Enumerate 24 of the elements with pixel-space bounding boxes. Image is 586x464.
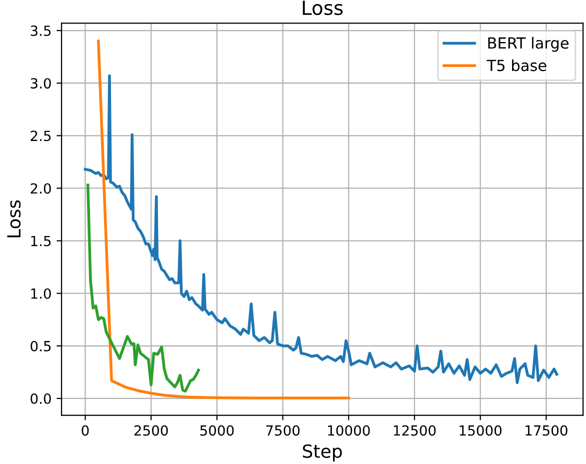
y-tick-label: 3.5	[30, 26, 51, 36]
x-axis-title: Step	[302, 444, 342, 462]
legend-label: T5 base	[486, 59, 546, 72]
chart-title: Loss	[302, 0, 343, 16]
y-tick-label: 2.5	[30, 130, 51, 142]
line-series	[86, 184, 200, 392]
x-tick-label: 12500	[394, 425, 436, 436]
y-tick-label: 3.0	[30, 78, 51, 89]
x-tick-label: 5000	[200, 425, 234, 436]
x-tick-label: 0	[82, 425, 89, 436]
x-tick-label: 2500	[134, 425, 168, 436]
y-axis-title: Loss	[7, 200, 21, 238]
y-tick-label: 0.0	[30, 393, 51, 404]
legend-label: BERT large	[488, 36, 569, 52]
x-tick-label: 17500	[526, 425, 568, 436]
x-tick-label: 15000	[460, 425, 502, 436]
y-tick-label: 2.0	[30, 183, 51, 194]
y-tick-label: 0.5	[30, 340, 51, 352]
x-tick-label: 10000	[328, 425, 370, 436]
y-tick-label: 1.0	[31, 288, 51, 299]
line-series	[84, 74, 558, 384]
x-tick-label: 7500	[266, 425, 300, 436]
line-series	[97, 40, 350, 400]
y-tick-label: 1.5	[31, 236, 51, 246]
